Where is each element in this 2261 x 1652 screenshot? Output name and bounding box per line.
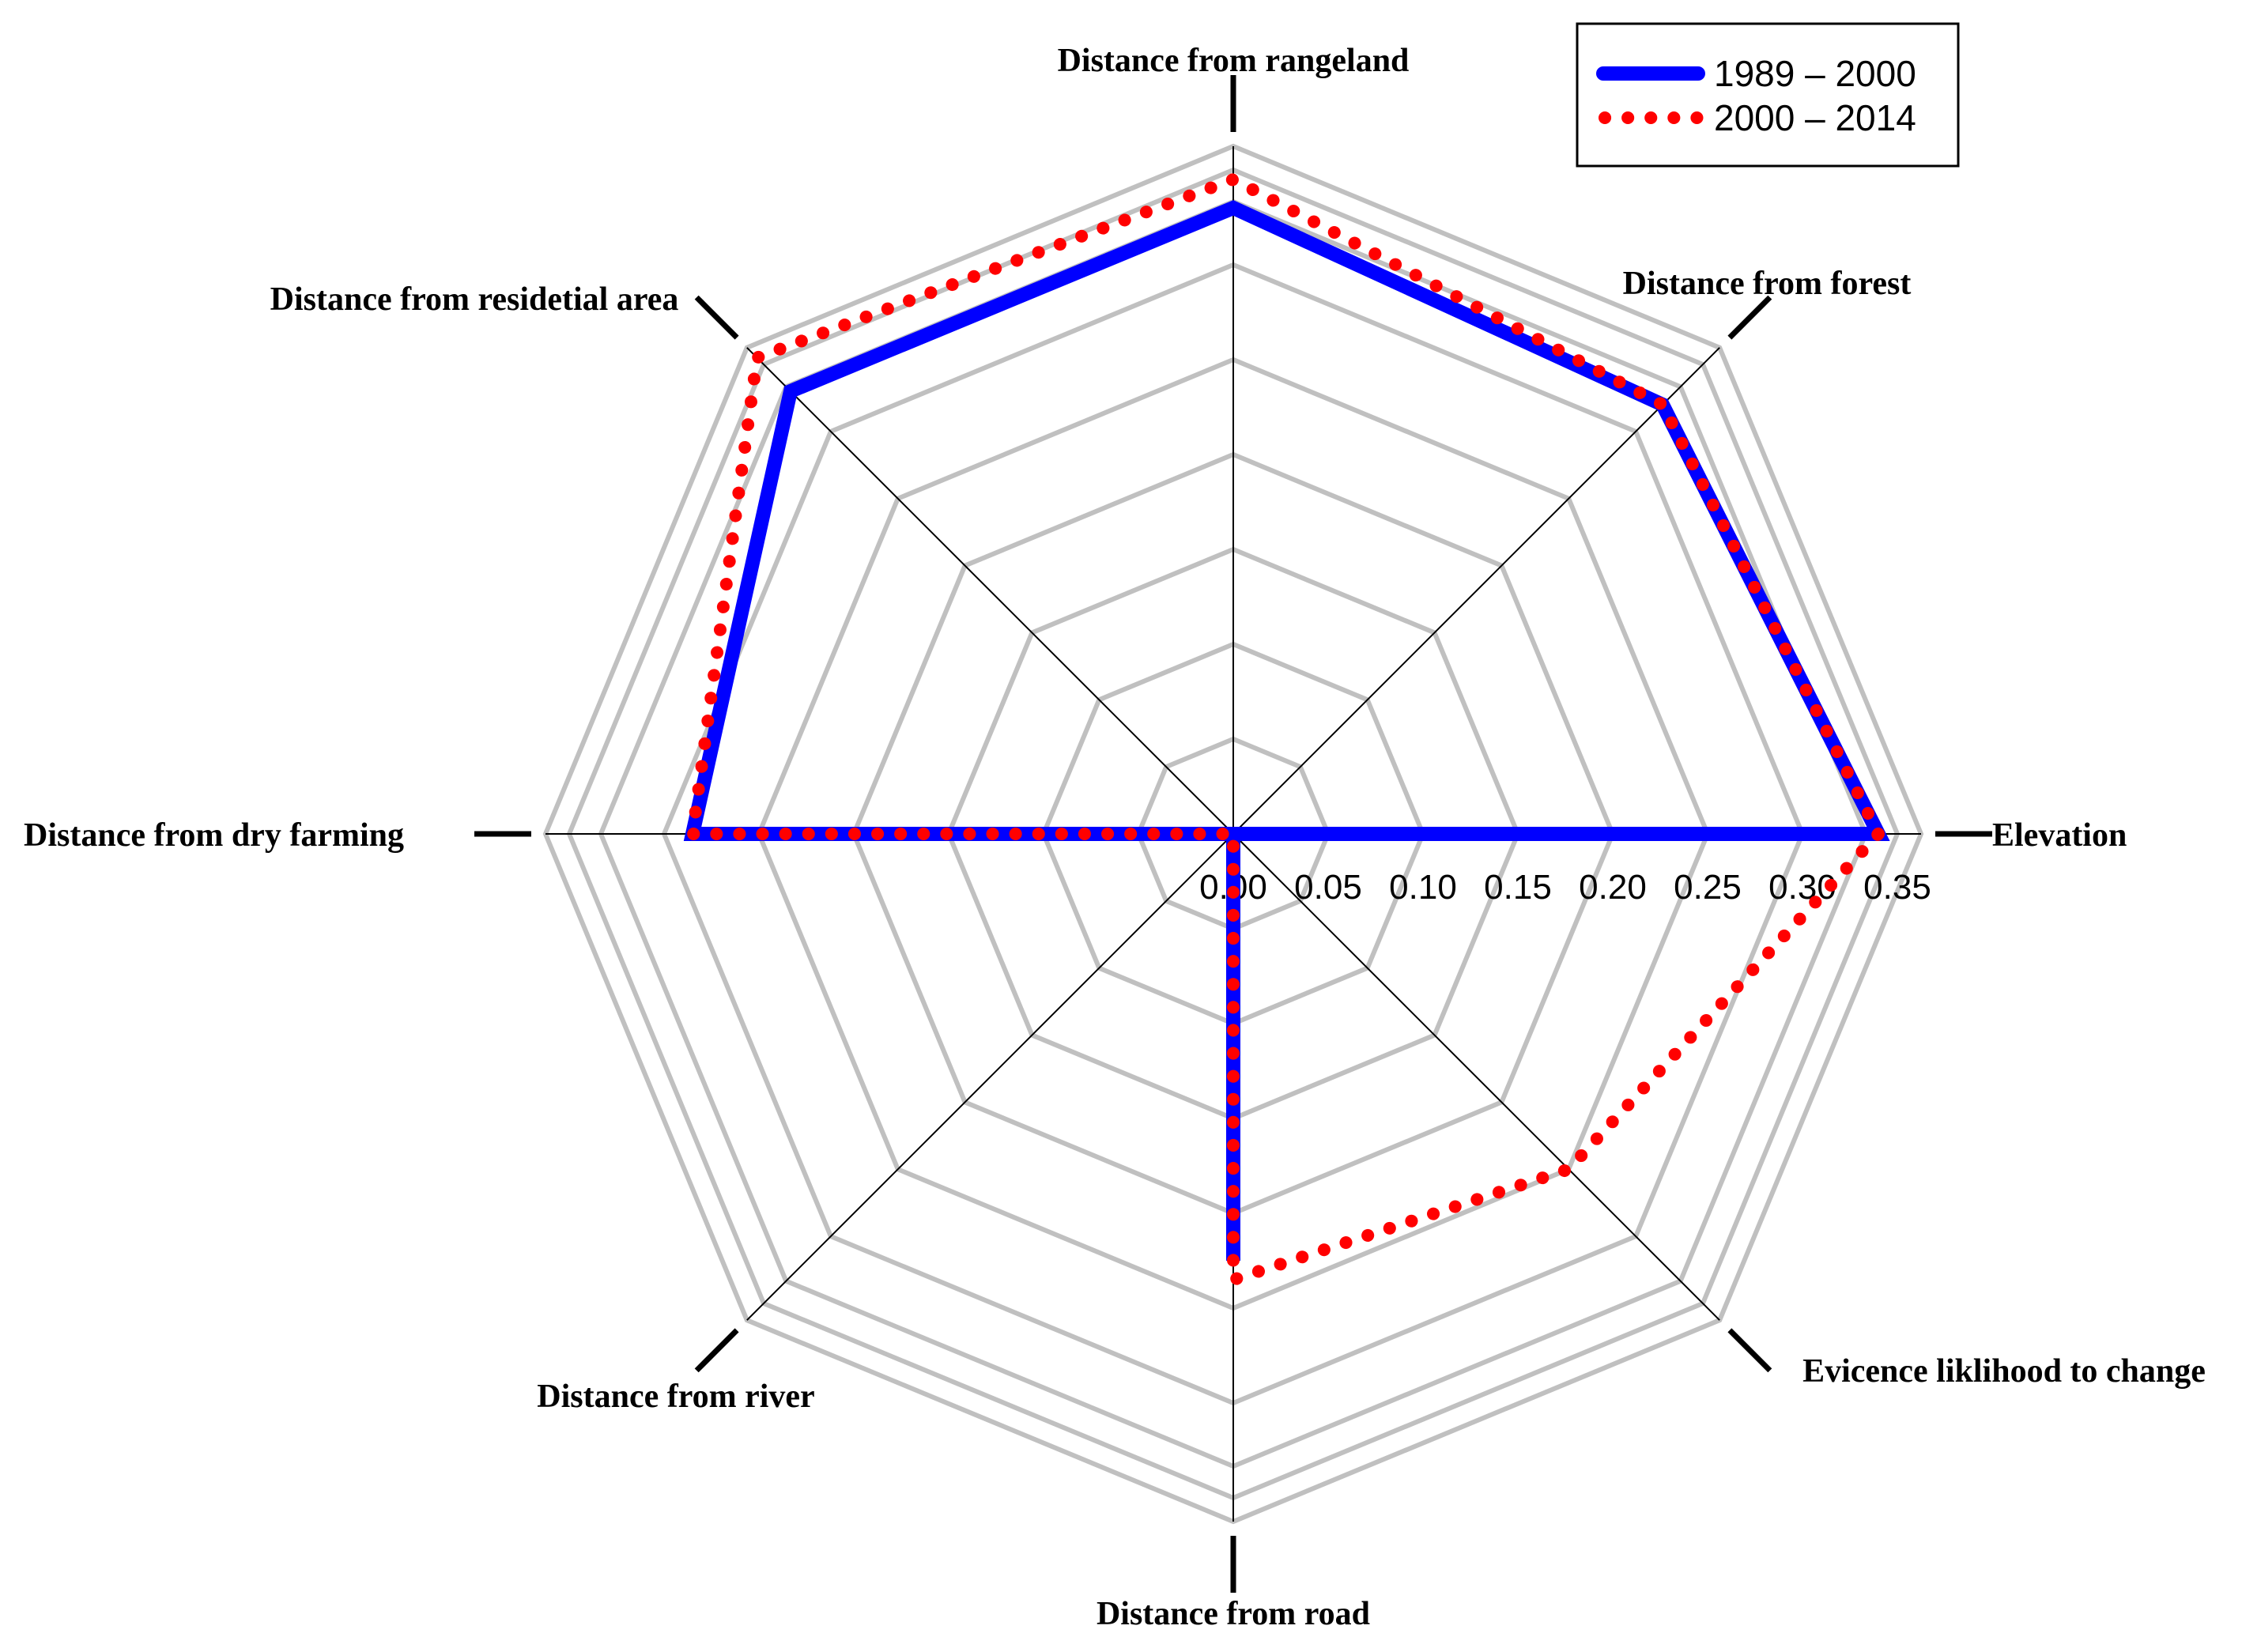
spoke-6 xyxy=(746,833,1234,1321)
axis-label: Elevation xyxy=(1992,817,2127,854)
tick-label: 0.35 xyxy=(1863,868,1931,907)
spoke-2 xyxy=(1232,347,1720,835)
axis-label: Distance from road xyxy=(1097,1596,1370,1632)
axis-tick-mark-6 xyxy=(694,1328,739,1373)
legend: 1989 – 2000 2000 – 2014 xyxy=(1576,22,1960,168)
tick-label: 0.10 xyxy=(1389,868,1457,907)
axis-label: Distance from rangeland xyxy=(1058,43,1410,79)
axis-tick-mark-4 xyxy=(694,295,739,340)
tick-label: 0.05 xyxy=(1294,868,1362,907)
axis-label: Distance from dry farming xyxy=(24,817,404,854)
tick-label: 0.15 xyxy=(1484,868,1552,907)
legend-label-series-2: 2000 – 2014 xyxy=(1714,97,1916,138)
axis-labels: Elevation Distance from forest Distance fr… xyxy=(24,43,2206,1632)
series-layer xyxy=(683,172,1890,1289)
legend-label-series-1: 1989 – 2000 xyxy=(1714,53,1916,94)
tick-label: 0.25 xyxy=(1674,868,1742,907)
axis-label: Distance from forest xyxy=(1623,266,1912,302)
axis-label: Distance from residetial area xyxy=(270,281,679,318)
axis-tick-mark-2 xyxy=(1727,295,1772,340)
spoke-4 xyxy=(746,347,1234,835)
series-line-2 xyxy=(685,172,1886,1289)
spoke-8 xyxy=(1232,833,1720,1321)
legend-box xyxy=(1576,22,1960,168)
axis-tick-mark-8 xyxy=(1727,1328,1772,1373)
axis-label: Evicence liklihood to change xyxy=(1802,1353,2206,1390)
axis-label: Distance from river xyxy=(537,1379,814,1415)
tick-label: 0.20 xyxy=(1579,868,1647,907)
